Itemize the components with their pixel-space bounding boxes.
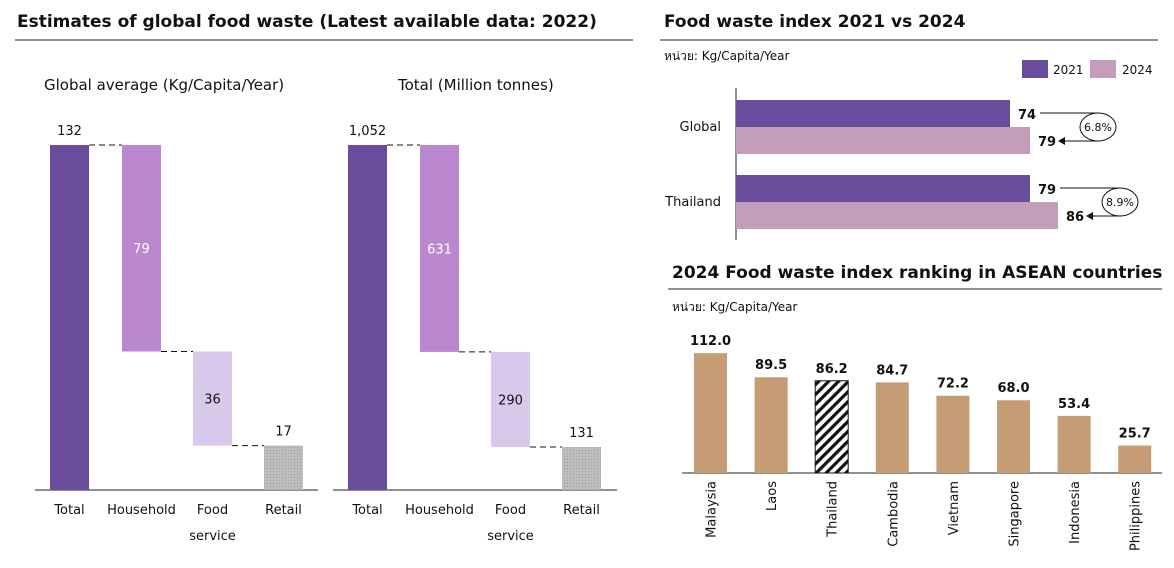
index-bar-2021-global (736, 100, 1010, 127)
waterfall-value-label: 131 (569, 426, 594, 441)
waterfall-value-label: 1,052 (349, 124, 386, 139)
waterfall-global-average: Global average (Kg/Capita/Year) 132 Total 7… (35, 76, 318, 544)
ranking-bar-cambodia (875, 382, 909, 473)
growth-badge-label: 8.9% (1106, 196, 1134, 209)
ranking-value-label: 72.2 (937, 377, 969, 392)
waterfall-total-tonnes: Total (Million tonnes) 1,052 Total 631 House… (333, 76, 617, 544)
ranking-value-label: 84.7 (876, 363, 908, 378)
waterfall-bar-food-service (193, 351, 232, 446)
asean-ranking-chart: 112.0 Malaysia 89.5 Laos 86.2 Thailand 84.7 Cam… (682, 334, 1162, 551)
ranking-category-label: Singapore (1008, 481, 1023, 547)
ranking-value-label: 112.0 (690, 334, 731, 349)
growth-arrowhead (1086, 212, 1093, 220)
ranking-bar-malaysia (694, 353, 727, 473)
waterfall-category-label: Total (53, 503, 84, 518)
index-value-2021: 79 (1038, 183, 1056, 198)
waterfall-value-label: 290 (498, 393, 523, 408)
ranking-category-label: Philippines (1129, 481, 1144, 551)
waterfall-bar-total (348, 145, 387, 490)
growth-arrowhead (1058, 137, 1065, 145)
waterfall-bar-household (420, 145, 459, 352)
index-value-2021: 74 (1018, 108, 1036, 123)
waterfall-category-label: Household (405, 503, 474, 518)
ranking-value-label: 89.5 (755, 358, 787, 373)
ranking-bar-singapore (997, 400, 1030, 473)
waterfall-bar-total (50, 145, 89, 490)
waterfall-category-label: Retail (265, 503, 302, 518)
index-bar-2024-global (736, 127, 1030, 154)
ranking-category-label: Laos (765, 481, 780, 511)
legend-label-2024: 2024 (1122, 63, 1153, 77)
waterfall-value-label: 17 (275, 425, 292, 440)
waterfall-category-label: Food (495, 503, 526, 518)
ranking-bar-vietnam (936, 395, 970, 473)
index-value-2024: 79 (1038, 135, 1056, 150)
waterfall-bar-food-service (491, 351, 530, 448)
waterfall-category-label: Household (107, 503, 176, 518)
waterfall-category-label: service (487, 529, 534, 544)
index-comparison-title: Food waste index 2021 vs 2024 (664, 12, 966, 32)
ranking-unit-label: หน่วย: Kg/Capita/Year (672, 300, 798, 314)
index-bar-2024-thailand (736, 202, 1058, 229)
left-panel-title: Estimates of global food waste (Latest a… (17, 12, 597, 32)
index-unit-label: หน่วย: Kg/Capita/Year (664, 49, 790, 63)
waterfall-bar-household (122, 145, 161, 352)
ranking-category-label: Indonesia (1068, 481, 1083, 544)
ranking-category-label: Malaysia (705, 481, 720, 538)
index-value-2024: 86 (1066, 210, 1084, 225)
waterfall-category-label: Retail (563, 503, 600, 518)
legend-label-2021: 2021 (1053, 63, 1084, 77)
ranking-title: 2024 Food waste index ranking in ASEAN c… (672, 263, 1162, 283)
growth-badge-label: 6.8% (1084, 121, 1112, 134)
waterfall-title: Global average (Kg/Capita/Year) (44, 76, 284, 94)
ranking-value-label: 25.7 (1119, 427, 1151, 442)
waterfall-category-label: Total (351, 503, 382, 518)
waterfall-bar-retail (562, 447, 601, 490)
waterfall-value-label: 79 (133, 242, 150, 257)
index-category-label: Thailand (664, 195, 721, 210)
ranking-bar-laos (754, 377, 788, 473)
waterfall-category-label: Food (197, 503, 228, 518)
ranking-bar-thailand (814, 380, 849, 474)
waterfall-category-label: service (189, 529, 236, 544)
legend-swatch-2024 (1090, 60, 1116, 78)
index-bar-2021-thailand (736, 175, 1030, 202)
ranking-value-label: 68.0 (997, 381, 1029, 396)
legend-swatch-2021 (1022, 60, 1048, 78)
waterfall-value-label: 36 (204, 393, 221, 408)
waterfall-bar-retail (264, 445, 303, 490)
ranking-category-label: Thailand (826, 481, 841, 538)
ranking-value-label: 53.4 (1058, 397, 1090, 412)
index-category-label: Global (680, 120, 721, 135)
ranking-category-label: Cambodia (886, 481, 901, 547)
waterfall-value-label: 631 (427, 242, 452, 257)
ranking-value-label: 86.2 (816, 362, 848, 377)
ranking-category-label: Vietnam (947, 481, 962, 535)
ranking-bar-philippines (1118, 445, 1152, 473)
ranking-bar-indonesia (1057, 415, 1091, 473)
waterfall-value-label: 132 (57, 124, 82, 139)
waterfall-title: Total (Million tonnes) (397, 76, 554, 94)
